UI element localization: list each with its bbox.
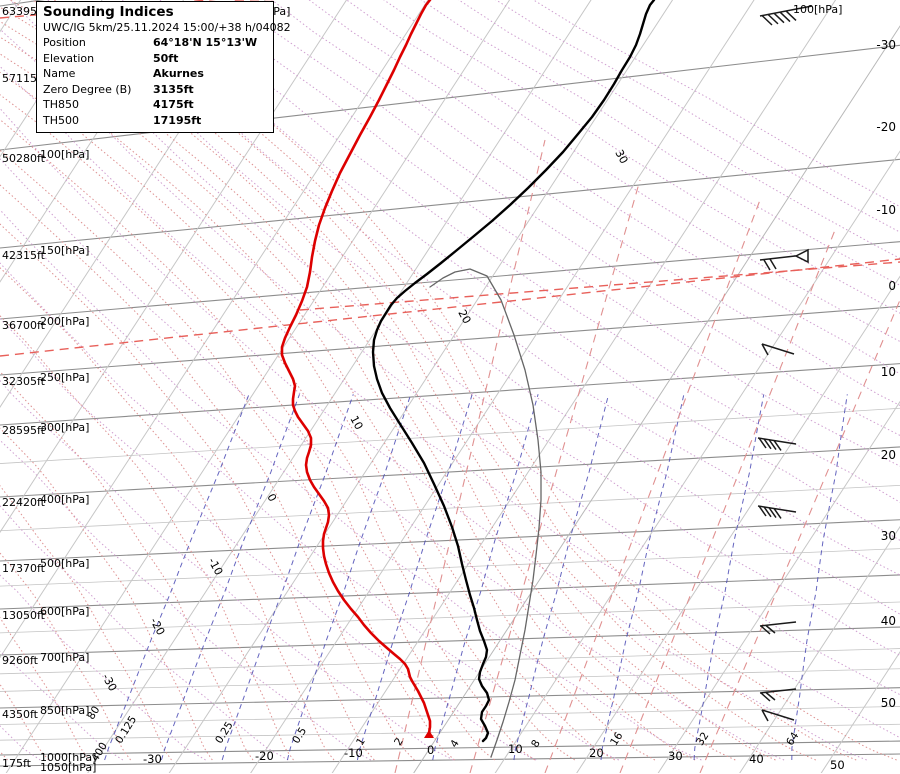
right-temperature-tick: 0: [888, 279, 896, 293]
altitude-label: 17370ft: [2, 562, 45, 575]
sounding-indices-title: Sounding Indices: [43, 4, 174, 20]
right-temperature-tick: -30: [876, 38, 896, 52]
right-temperature-tick: -20: [876, 120, 896, 134]
right-temperature-tick: 50: [880, 696, 896, 710]
mixing-ratio-lines: [104, 394, 848, 761]
wind-barb: [757, 505, 797, 519]
bottom-temperature-tick: 20: [589, 746, 604, 760]
altitude-label: 4350ft: [2, 708, 38, 721]
temperature-curve: [371, 0, 656, 743]
index-value: 17195ft: [153, 113, 202, 127]
right-temperature-tick: 10: [880, 365, 896, 379]
pressure-label: 500[hPa]: [40, 557, 90, 570]
index-row: TH850 4175ft: [43, 97, 269, 113]
altitude-label: 9260ft: [2, 654, 38, 667]
right-temperature-tick: 30: [880, 529, 896, 543]
parcel-curve: [429, 268, 542, 758]
index-label: Name: [43, 67, 76, 81]
right-temperature-tick: 20: [880, 448, 896, 462]
pressure-label: 150[hPa]: [40, 244, 90, 257]
index-label: Zero Degree (B): [43, 82, 132, 96]
wind-barb-column: [757, 5, 813, 722]
altitude-label: 22420ft: [2, 496, 45, 509]
index-value: 4175ft: [153, 98, 194, 112]
altitude-label: 42315ft: [2, 249, 45, 262]
index-label: TH850: [43, 98, 79, 112]
sounding-indices-subtitle: UWC/IG 5km/25.11.2024 15:00/+38 h/04082: [43, 21, 291, 34]
index-row: TH500 17195ft: [43, 113, 269, 129]
index-row: Zero Degree (B) 3135ft: [43, 82, 269, 98]
dewpoint-curve: [280, 0, 434, 738]
pressure-label: 300[hPa]: [40, 421, 90, 434]
right-temperature-tick: -10: [876, 203, 896, 217]
bottom-temperature-tick: 10: [508, 742, 523, 756]
sounding-indices-panel: Sounding Indices UWC/IG 5km/25.11.2024 1…: [36, 1, 291, 133]
altitude-label: 13050ft: [2, 609, 45, 622]
pressure-label: 200[hPa]: [40, 315, 90, 328]
altitude-label: 28595ft: [2, 424, 45, 437]
index-label: Position: [43, 36, 86, 49]
pressure-label: 850[hPa]: [40, 704, 90, 717]
pressure-label: 1050[hPa]: [40, 761, 97, 774]
index-value: Akurnes: [153, 67, 204, 81]
bottom-temperature-tick: 40: [749, 752, 764, 766]
altitude-label: 175ft: [2, 757, 31, 770]
pressure-label: 700[hPa]: [40, 651, 90, 664]
bottom-temperature-tick: -10: [344, 746, 363, 760]
index-label: TH500: [43, 113, 79, 127]
pressure-label: 600[hPa]: [40, 605, 90, 618]
altitude-label: 63395ft: [2, 5, 45, 18]
altitude-label: 36700ft: [2, 319, 45, 332]
sounding-indices-rows: Position 64°18'N 15°13'W Elevation 50ft Name…: [43, 35, 269, 129]
wind-barb: [759, 248, 809, 271]
index-row: Elevation 50ft: [43, 51, 269, 67]
index-value: 64°18'N 15°13'W: [153, 36, 258, 49]
wind-barb: [759, 5, 813, 26]
pressure-label: 100[hPa]: [40, 148, 90, 161]
index-value: 50ft: [153, 51, 179, 65]
index-row: Name Akurnes: [43, 66, 269, 82]
bottom-temperature-tick: 0: [427, 743, 435, 757]
wind-barb: [761, 343, 795, 356]
bottom-temperature-tick: -30: [143, 752, 162, 766]
wind-barb: [759, 621, 797, 635]
pressure-label: 250[hPa]: [40, 371, 90, 384]
right-temperature-tick: 40: [880, 614, 896, 628]
index-label: Elevation: [43, 51, 95, 65]
altitude-label: 50280ft: [2, 152, 45, 165]
pressure-label: 1000[hPa]: [40, 751, 97, 764]
bottom-temperature-tick: 50: [830, 758, 845, 772]
altitude-label: 32305ft: [2, 375, 45, 388]
moist-adiabat-lines: [0, 0, 897, 761]
wind-barb: [761, 709, 795, 722]
pressure-label-top: 100[hPa]: [793, 3, 843, 16]
wind-barb: [757, 437, 797, 451]
wind-barb: [759, 688, 797, 702]
index-row: Position 64°18'N 15°13'W: [43, 35, 269, 51]
bottom-temperature-tick: -20: [255, 749, 274, 763]
pressure-label: 400[hPa]: [40, 493, 90, 506]
bottom-temperature-tick: 30: [668, 749, 683, 763]
altitude-label: 57115ft: [2, 72, 45, 85]
index-value: 3135ft: [153, 82, 194, 96]
